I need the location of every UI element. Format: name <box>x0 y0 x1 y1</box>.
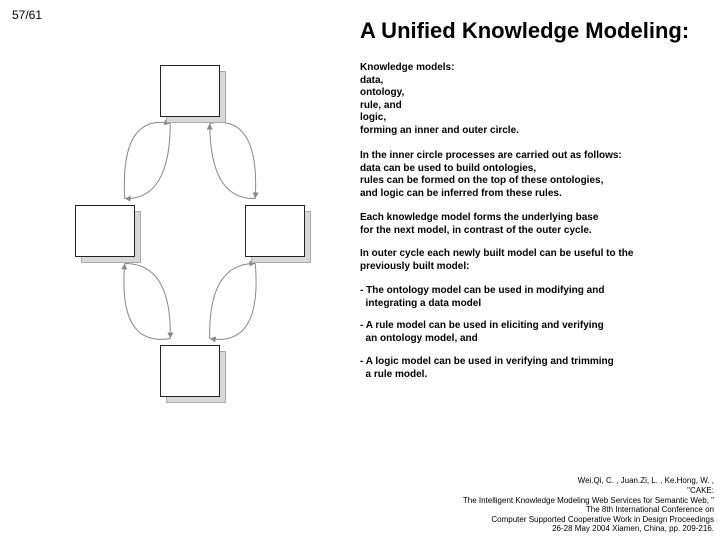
diagram-arrow <box>210 263 256 339</box>
diagram-arrow <box>125 123 171 198</box>
diagram-arrow <box>124 122 170 198</box>
page-title: A Unified Knowledge Modeling: <box>360 18 689 44</box>
text-block-2: Each knowledge model forms the underlyin… <box>360 212 715 237</box>
diagram-arrow <box>210 122 256 198</box>
diagram-arrow <box>210 263 256 338</box>
text-block-1: In the inner circle processes are carrie… <box>360 150 715 200</box>
diagram-arrow <box>125 263 171 338</box>
text-block-5: - A rule model can be used in eliciting … <box>360 320 715 345</box>
text-block-0: Knowledge models:data,ontology,rule, and… <box>360 62 715 137</box>
diagram-arrow <box>124 263 170 339</box>
page-number: 57/61 <box>12 8 42 22</box>
text-block-3: In outer cycle each newly built model ca… <box>360 248 715 273</box>
diagram-arrow <box>210 123 256 198</box>
citation-block: Wei.Qi, C. , Juan.Zi, L. , Ke.Hong, W. ,… <box>334 476 714 534</box>
text-block-6: - A logic model can be used in verifying… <box>360 356 715 381</box>
text-block-4: - The ontology model can be used in modi… <box>360 285 715 310</box>
cycle-diagram <box>30 35 350 455</box>
